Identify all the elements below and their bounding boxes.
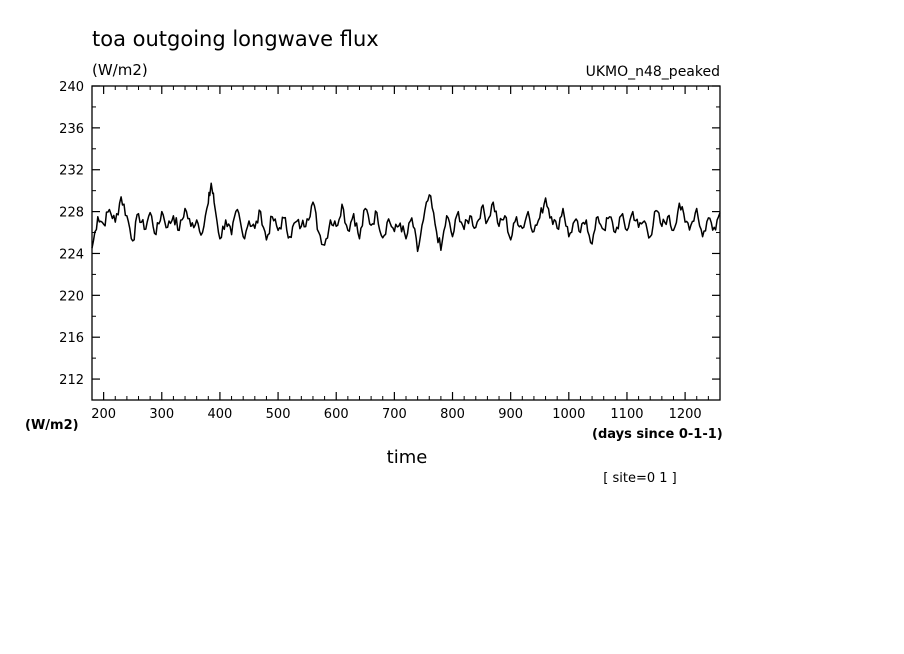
x-tick-label: 900 [498, 407, 523, 422]
y-tick-label: 232 [59, 164, 84, 179]
site-label: [ site=0 1 ] [603, 471, 676, 486]
y-tick-label: 216 [59, 331, 84, 346]
x-tick-label: 1000 [552, 407, 585, 422]
y-tick-label: 240 [59, 80, 84, 95]
chart-title: toa outgoing longwave flux [92, 27, 379, 51]
x-tick-label: 200 [91, 407, 116, 422]
units-label: (W/m2) [92, 61, 148, 79]
x-tick-label: 400 [208, 407, 233, 422]
y-axis-label: (W/m2) [25, 418, 79, 433]
x-tick-label: 600 [324, 407, 349, 422]
y-tick-label: 228 [59, 206, 84, 221]
x-tick-label: 300 [149, 407, 174, 422]
model-label: UKMO_n48_peaked [586, 64, 720, 80]
x-tick-label: 1200 [669, 407, 702, 422]
y-tick-label: 236 [59, 122, 84, 137]
x-tick-label: 500 [266, 407, 291, 422]
x-tick-label: 700 [382, 407, 407, 422]
x-axis: 200 300 400 500 600 700 800 900 1000 1100 1200 [91, 86, 721, 422]
x-tick-label: 1100 [610, 407, 643, 422]
y-tick-label: 224 [59, 247, 84, 262]
series-line [91, 182, 721, 253]
y-axis: 212 216 220 224 228 232 236 240 [59, 80, 720, 401]
x-axis-label: time [387, 447, 428, 468]
x-units-label: (days since 0-1-1) [592, 427, 723, 442]
x-tick-label: 800 [440, 407, 465, 422]
y-tick-label: 212 [59, 373, 84, 388]
plot-frame [91, 85, 721, 401]
y-tick-label: 220 [59, 289, 84, 304]
